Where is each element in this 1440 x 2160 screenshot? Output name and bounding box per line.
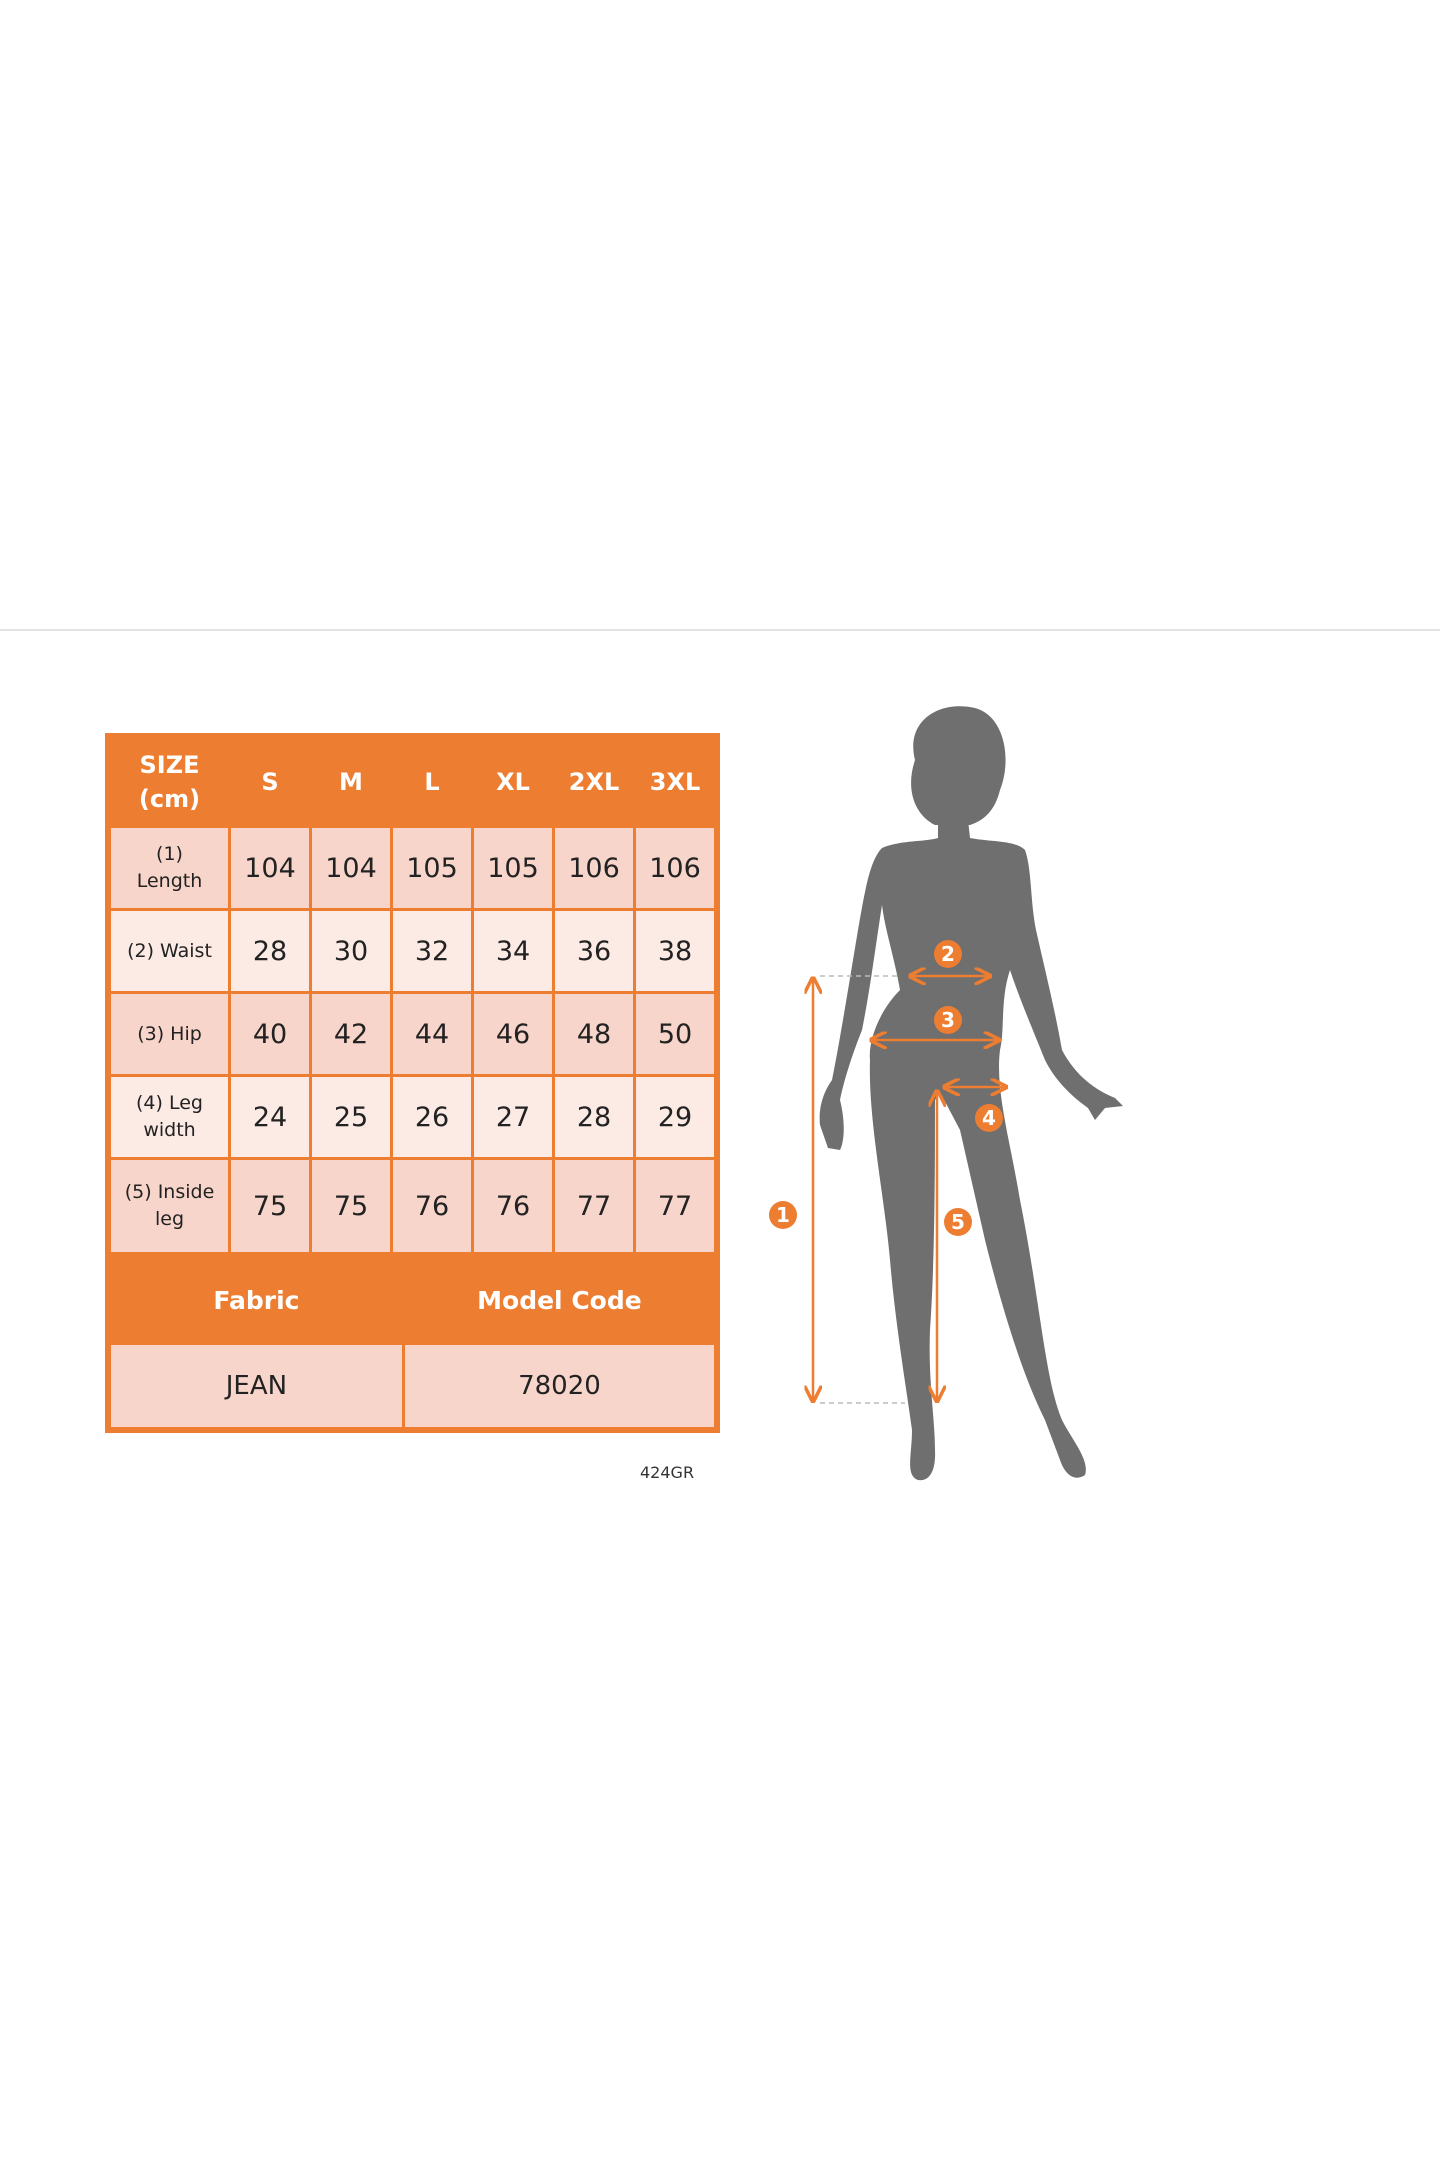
measurement-value: 77 — [633, 1157, 717, 1255]
size-XL: XL — [471, 736, 555, 828]
size-chart: SIZE (cm) S M L XL 2XL 3XL (1) Length 104 10… — [105, 733, 720, 1433]
label-line: leg — [154, 1208, 185, 1230]
measurement-value: 50 — [633, 991, 717, 1077]
measurement-value: 34 — [471, 908, 555, 994]
measurement-label: (2) Waist — [108, 908, 231, 994]
measurement-label: (5) Inside leg — [108, 1157, 231, 1255]
marker-number: 5 — [951, 1210, 965, 1234]
marker-number: 4 — [982, 1106, 996, 1130]
label-line: (5) Inside — [124, 1181, 215, 1203]
measurement-value: 36 — [552, 908, 636, 994]
label-line: Length — [136, 870, 203, 892]
measurement-markers: 1 2 3 4 5 — [769, 940, 1003, 1236]
size-label: SIZE — [139, 751, 200, 779]
label-line: (1) — [156, 843, 183, 865]
measurement-value: 42 — [309, 991, 393, 1077]
measurement-value: 105 — [471, 825, 555, 911]
measurement-value: 38 — [633, 908, 717, 994]
measurement-value: 30 — [309, 908, 393, 994]
measurement-row: (3) Hip 40 42 44 46 48 50 — [108, 991, 717, 1077]
marker-number: 2 — [941, 942, 955, 966]
size-S: S — [228, 736, 312, 828]
measurement-value: 105 — [390, 825, 474, 911]
footer-value-row: JEAN 78020 — [108, 1342, 718, 1430]
measurement-row: (4) Leg width 24 25 26 27 28 29 — [108, 1074, 717, 1160]
measurement-value: 29 — [633, 1074, 717, 1160]
measurement-row: (1) Length 104 104 105 105 106 106 — [108, 825, 717, 911]
measurement-value: 32 — [390, 908, 474, 994]
measurement-value: 77 — [552, 1157, 636, 1255]
model-code-label: Model Code — [401, 1255, 718, 1345]
marker-number: 3 — [941, 1008, 955, 1032]
hair-head — [911, 706, 1006, 825]
measurement-value: 76 — [390, 1157, 474, 1255]
unit-label: (cm) — [138, 785, 201, 813]
label-line: width — [143, 1119, 196, 1141]
measurement-value: 75 — [309, 1157, 393, 1255]
measurement-value: 25 — [309, 1074, 393, 1160]
model-code-value: 78020 — [401, 1342, 718, 1430]
footer-header-row: Fabric Model Code — [108, 1255, 718, 1345]
fabric-value: JEAN — [108, 1342, 405, 1430]
image-code: 424GR — [640, 1463, 695, 1482]
measurement-label: (4) Leg width — [108, 1074, 231, 1160]
marker-circle — [944, 1208, 972, 1236]
measurement-arrows — [813, 976, 1006, 1401]
size-M: M — [309, 736, 393, 828]
size-2XL: 2XL — [552, 736, 636, 828]
measurement-value: 27 — [471, 1074, 555, 1160]
guide-lines — [820, 975, 905, 1404]
size-header-row: SIZE (cm) S M L XL 2XL 3XL — [108, 736, 717, 828]
marker-circle — [934, 1006, 962, 1034]
measurement-value: 24 — [228, 1074, 312, 1160]
measurement-value: 40 — [228, 991, 312, 1077]
label-line: (4) Leg — [136, 1092, 203, 1114]
silhouette — [819, 706, 1123, 1481]
measurement-value: 106 — [633, 825, 717, 911]
measurement-value: 46 — [471, 991, 555, 1077]
divider — [0, 629, 1440, 631]
measurement-value: 44 — [390, 991, 474, 1077]
measurement-value: 75 — [228, 1157, 312, 1255]
measurement-value: 104 — [228, 825, 312, 911]
measurement-value: 106 — [552, 825, 636, 911]
label-line: (2) Waist — [127, 939, 212, 962]
measurement-value: 26 — [390, 1074, 474, 1160]
size-unit-header: SIZE (cm) — [108, 736, 231, 828]
marker-circle — [934, 940, 962, 968]
size-L: L — [390, 736, 474, 828]
marker-number: 1 — [776, 1203, 790, 1227]
measurement-value: 48 — [552, 991, 636, 1077]
measurement-value: 28 — [552, 1074, 636, 1160]
measurement-label: (1) Length — [108, 825, 231, 911]
measurement-label: (3) Hip — [108, 991, 231, 1077]
measurement-value: 76 — [471, 1157, 555, 1255]
marker-circle — [975, 1104, 1003, 1132]
fabric-label: Fabric — [108, 1255, 405, 1345]
measurement-value: 28 — [228, 908, 312, 994]
size-3XL: 3XL — [633, 736, 717, 828]
measurement-row: (2) Waist 28 30 32 34 36 38 — [108, 908, 717, 994]
marker-circle — [769, 1201, 797, 1229]
label-line: (3) Hip — [137, 1022, 202, 1045]
body — [819, 820, 1123, 1481]
measurement-value: 104 — [309, 825, 393, 911]
measurement-row: (5) Inside leg 75 75 76 76 77 77 — [108, 1157, 717, 1255]
